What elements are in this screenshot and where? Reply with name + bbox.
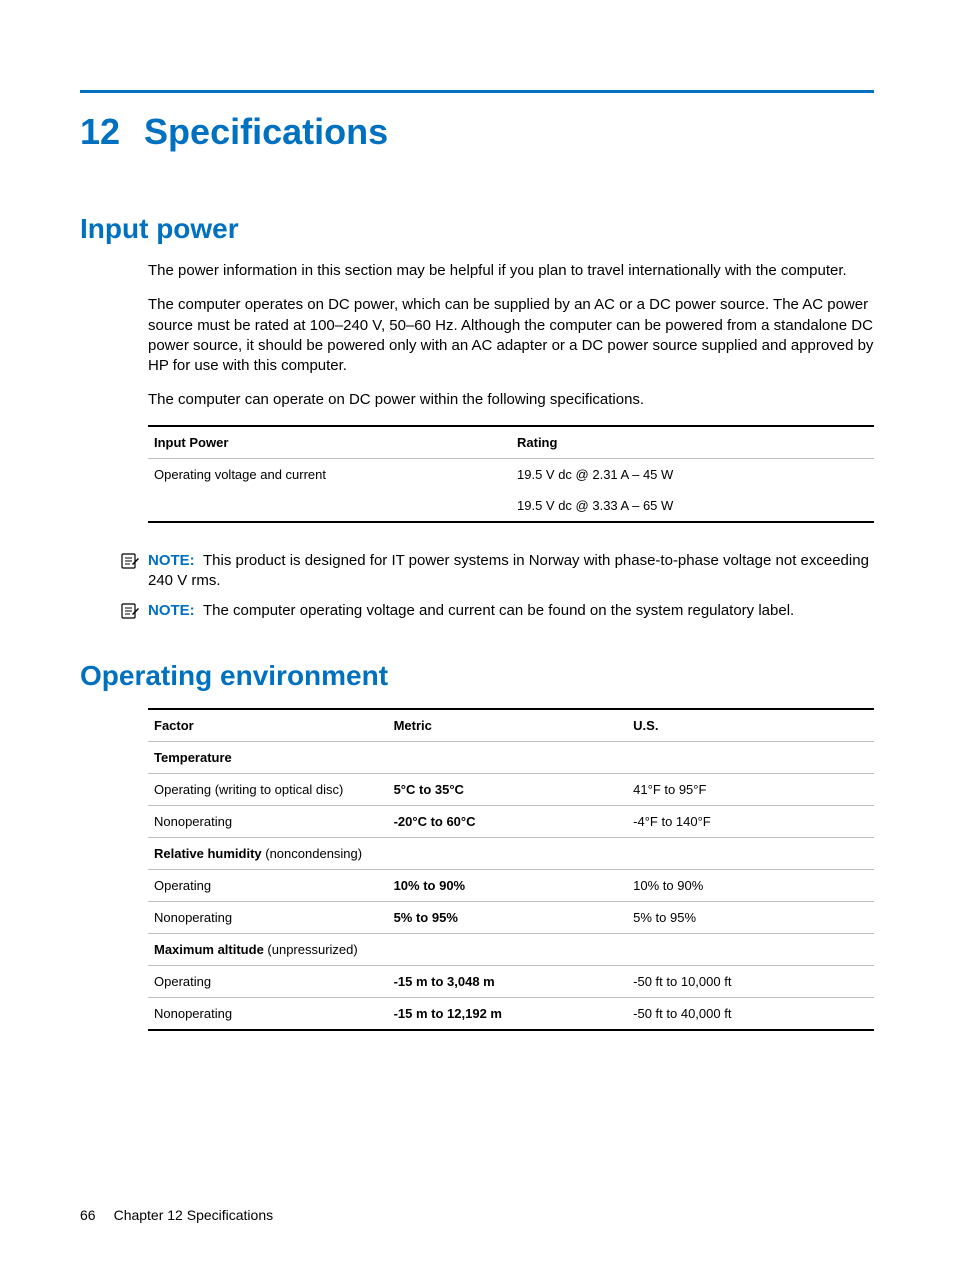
page-number: 66 xyxy=(80,1207,96,1223)
table-row: Operating (writing to optical disc) 5°C … xyxy=(148,774,874,806)
cell-factor xyxy=(148,490,511,522)
input-power-table: Input Power Rating Operating voltage and… xyxy=(148,425,874,523)
table-group-header: Maximum altitude (unpressurized) xyxy=(148,934,874,966)
cell-metric: -20°C to 60°C xyxy=(388,806,628,838)
col-metric: Metric xyxy=(388,709,628,742)
col-rating: Rating xyxy=(511,426,874,459)
note-block: NOTE: The computer operating voltage and… xyxy=(120,601,874,626)
cell-factor: Nonoperating xyxy=(148,806,388,838)
table-row: 19.5 V dc @ 3.33 A – 65 W xyxy=(148,490,874,522)
input-power-p3: The computer can operate on DC power wit… xyxy=(148,390,874,410)
table-header-row: Input Power Rating xyxy=(148,426,874,459)
page-footer: 66 Chapter 12 Specifications xyxy=(80,1207,273,1223)
input-power-p1: The power information in this section ma… xyxy=(148,261,874,281)
group-altitude-label: Maximum altitude xyxy=(154,942,264,957)
note-body: This product is designed for IT power sy… xyxy=(148,552,869,589)
cell-metric: -15 m to 3,048 m xyxy=(388,966,628,998)
table-row: Nonoperating -20°C to 60°C -4°F to 140°F xyxy=(148,806,874,838)
note-body: The computer operating voltage and curre… xyxy=(203,602,794,619)
group-altitude: Maximum altitude (unpressurized) xyxy=(148,934,874,966)
cell-us: -50 ft to 40,000 ft xyxy=(627,998,874,1031)
col-input-power: Input Power xyxy=(148,426,511,459)
group-humidity: Relative humidity (noncondensing) xyxy=(148,838,874,870)
table-row: Nonoperating -15 m to 12,192 m -50 ft to… xyxy=(148,998,874,1031)
group-humidity-suffix: (noncondensing) xyxy=(262,846,362,861)
cell-factor: Nonoperating xyxy=(148,902,388,934)
table-row: Nonoperating 5% to 95% 5% to 95% xyxy=(148,902,874,934)
note-text: NOTE: This product is designed for IT po… xyxy=(148,551,874,592)
note-icon xyxy=(120,602,142,626)
chapter-title: 12 Specifications xyxy=(80,111,874,153)
section-input-power-title: Input power xyxy=(80,213,874,245)
top-rule xyxy=(80,90,874,93)
table-group-header: Relative humidity (noncondensing) xyxy=(148,838,874,870)
cell-metric: 10% to 90% xyxy=(388,870,628,902)
cell-factor: Operating xyxy=(148,870,388,902)
note-text: NOTE: The computer operating voltage and… xyxy=(148,601,874,621)
cell-us: -50 ft to 10,000 ft xyxy=(627,966,874,998)
chapter-name: Specifications xyxy=(144,111,388,152)
cell-us: 41°F to 95°F xyxy=(627,774,874,806)
cell-metric: -15 m to 12,192 m xyxy=(388,998,628,1031)
footer-text: Chapter 12 Specifications xyxy=(114,1207,274,1223)
cell-metric: 5°C to 35°C xyxy=(388,774,628,806)
section-operating-env-title: Operating environment xyxy=(80,660,874,692)
note-block: NOTE: This product is designed for IT po… xyxy=(120,551,874,592)
note-label: NOTE: xyxy=(148,552,195,569)
cell-us: 10% to 90% xyxy=(627,870,874,902)
operating-env-table: Factor Metric U.S. Temperature Operating… xyxy=(148,708,874,1031)
cell-factor: Operating xyxy=(148,966,388,998)
table-row: Operating voltage and current 19.5 V dc … xyxy=(148,458,874,490)
note-label: NOTE: xyxy=(148,602,195,619)
cell-us: -4°F to 140°F xyxy=(627,806,874,838)
cell-factor: Operating voltage and current xyxy=(148,458,511,490)
cell-factor: Operating (writing to optical disc) xyxy=(148,774,388,806)
note-icon xyxy=(120,552,142,576)
table-header-row: Factor Metric U.S. xyxy=(148,709,874,742)
table-row: Operating 10% to 90% 10% to 90% xyxy=(148,870,874,902)
spacer xyxy=(80,636,874,660)
cell-value: 19.5 V dc @ 3.33 A – 65 W xyxy=(511,490,874,522)
group-humidity-label: Relative humidity xyxy=(154,846,262,861)
cell-metric: 5% to 95% xyxy=(388,902,628,934)
cell-value: 19.5 V dc @ 2.31 A – 45 W xyxy=(511,458,874,490)
col-us: U.S. xyxy=(627,709,874,742)
table-group-header: Temperature xyxy=(148,742,874,774)
chapter-number: 12 xyxy=(80,111,120,152)
cell-us: 5% to 95% xyxy=(627,902,874,934)
group-altitude-suffix: (unpressurized) xyxy=(264,942,358,957)
cell-factor: Nonoperating xyxy=(148,998,388,1031)
col-factor: Factor xyxy=(148,709,388,742)
input-power-p2: The computer operates on DC power, which… xyxy=(148,295,874,376)
group-temperature: Temperature xyxy=(148,742,874,774)
table-row: Operating -15 m to 3,048 m -50 ft to 10,… xyxy=(148,966,874,998)
